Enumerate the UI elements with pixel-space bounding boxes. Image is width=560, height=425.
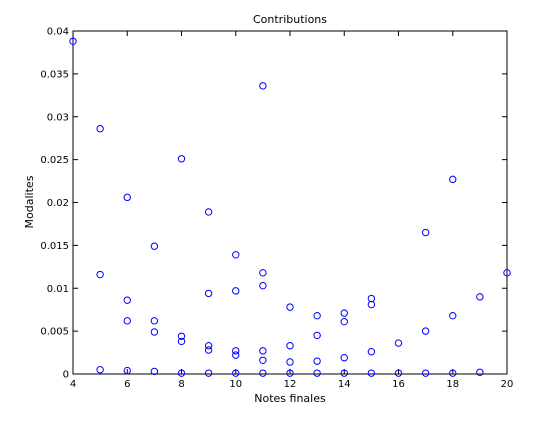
chart-title: Contributions	[253, 13, 327, 26]
y-tick-label: 0.015	[40, 241, 69, 252]
y-tick-label: 0.03	[47, 112, 69, 123]
y-tick-label: 0.005	[40, 327, 69, 338]
x-tick-label: 18	[446, 379, 459, 390]
x-tick-label: 6	[124, 379, 130, 390]
y-tick-label: 0.035	[40, 69, 69, 80]
x-tick-label: 10	[229, 379, 242, 390]
x-tick-label: 8	[178, 379, 184, 390]
x-tick-label: 12	[284, 379, 297, 390]
y-tick-label: 0.04	[47, 27, 69, 38]
y-tick-label: 0.01	[47, 284, 69, 295]
y-tick-label: 0.02	[47, 198, 69, 209]
y-tick-label: 0	[63, 370, 69, 381]
x-tick-label: 4	[70, 379, 76, 390]
x-tick-label: 16	[392, 379, 405, 390]
x-tick-label: 14	[338, 379, 351, 390]
y-tick-label: 0.025	[40, 155, 69, 166]
x-tick-label: 20	[501, 379, 514, 390]
plot-area	[73, 31, 507, 374]
y-axis-label: Modalites	[23, 175, 36, 228]
x-axis-label: Notes finales	[254, 392, 326, 405]
